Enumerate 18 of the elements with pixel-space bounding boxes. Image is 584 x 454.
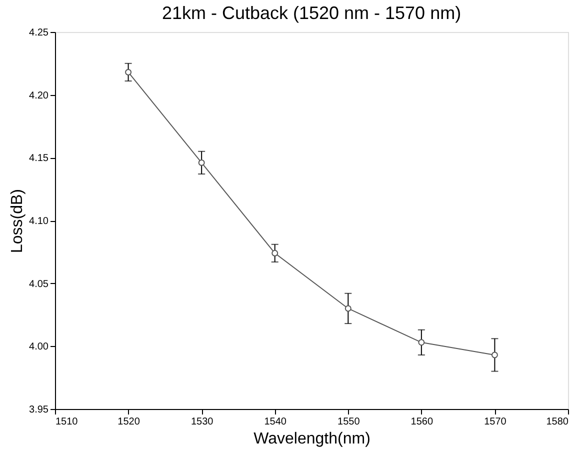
y-axis-title: Loss(dB) [9,188,26,254]
x-tick-label: 1540 [264,416,287,428]
x-tick-label: 1530 [190,416,214,428]
x-axis-title: Wavelength(nm) [254,430,370,448]
y-tick-label: 4.20 [29,90,49,102]
x-tick-label: 1570 [484,416,507,428]
x-tick-label: 1580 [546,416,569,428]
x-tick-label: 1520 [118,416,140,428]
y-tick-label: 4.10 [29,216,49,227]
chart-title: 21km - Cutback (1520 nm - 1570 nm) [162,3,462,23]
y-tick-label: 4.25 [29,28,49,38]
y-tick-label: 3.95 [29,404,49,416]
x-tick-label: 1560 [410,416,434,428]
y-tick-label: 4.15 [29,153,49,164]
y-tick-label: 4.00 [29,342,49,353]
x-tick-label: 1550 [338,416,360,428]
x-tick-label: 1510 [56,416,78,428]
y-tick-label: 4.05 [29,278,49,290]
